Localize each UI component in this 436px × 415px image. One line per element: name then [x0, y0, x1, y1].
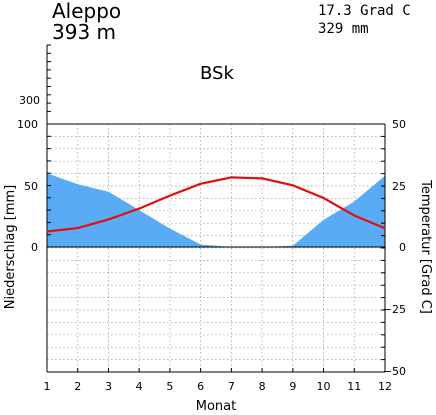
station-elevation: 393 m: [52, 20, 117, 44]
x-axis-label: Monat: [196, 399, 236, 414]
x-tick-label: 9: [289, 380, 296, 393]
x-tick-label: 5: [166, 380, 173, 393]
right-tick-label: 0: [399, 241, 406, 254]
x-tick-label: 8: [259, 380, 266, 393]
temperature-line: [46, 176, 386, 233]
precipitation-area: [47, 173, 385, 247]
right-tick-label: 50: [392, 118, 406, 131]
left-tick-label: 300: [19, 94, 40, 107]
x-tick-label: 4: [136, 380, 143, 393]
x-tick-label: 3: [105, 380, 112, 393]
climate-classification: BSk: [200, 63, 234, 84]
right-tick-label: −25: [383, 303, 406, 316]
x-tick-label: 2: [74, 380, 81, 393]
left-tick-label: 50: [24, 180, 38, 193]
mean-temperature: 17.3 Grad C: [318, 3, 411, 19]
left-tick-label: 100: [17, 118, 38, 131]
right-tick-label: 25: [392, 180, 406, 193]
left-axis-label: Niederschlag [mm]: [3, 185, 18, 310]
left-tick-label: 0: [31, 241, 38, 254]
x-tick-label: 7: [228, 380, 235, 393]
right-axis-label: Temperatur [Grad C]: [418, 179, 433, 314]
x-tick-label: 11: [347, 380, 361, 393]
right-tick-label: −50: [383, 365, 406, 378]
x-tick-label: 12: [378, 380, 392, 393]
x-tick-label: 10: [317, 380, 331, 393]
x-tick-label: 1: [44, 380, 51, 393]
annual-precipitation: 329 mm: [318, 21, 369, 37]
axes-layer: [46, 44, 386, 373]
x-tick-label: 6: [197, 380, 204, 393]
grid-layer: [47, 123, 385, 373]
station-name: Aleppo: [52, 0, 122, 23]
